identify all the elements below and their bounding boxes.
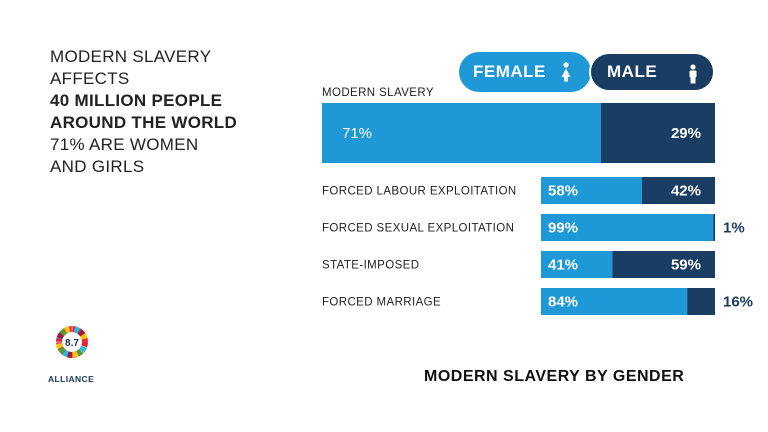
data-label-male: 59% bbox=[671, 257, 701, 274]
chart-title: MODERN SLAVERY BY GENDER bbox=[424, 368, 685, 385]
bar-female bbox=[541, 288, 688, 315]
data-label-female: 58% bbox=[548, 183, 578, 200]
headline-line-1: MODERN SLAVERY bbox=[50, 47, 212, 66]
category-label: FORCED MARRIAGE bbox=[322, 297, 441, 309]
data-label-female: 71% bbox=[342, 125, 372, 142]
bar-male bbox=[687, 288, 715, 315]
bar-male bbox=[601, 103, 715, 163]
logo-text: ALLIANCE bbox=[48, 374, 95, 384]
legend-male: MALE bbox=[589, 52, 715, 92]
headline-line-5: 71% ARE WOMEN bbox=[50, 135, 199, 154]
headline-line-2: AFFECTS bbox=[50, 69, 130, 88]
category-label: STATE-IMPOSED bbox=[322, 260, 419, 272]
data-label-female: 99% bbox=[548, 220, 578, 237]
headline-line-3: 40 MILLION PEOPLE bbox=[50, 91, 223, 110]
headline-line-6: AND GIRLS bbox=[50, 157, 145, 176]
bar-female bbox=[541, 214, 714, 241]
logo-number: 8.7 bbox=[65, 338, 79, 349]
data-label-female: 41% bbox=[548, 257, 578, 274]
bar-female bbox=[541, 251, 613, 278]
category-label: FORCED LABOUR EXPLOITATION bbox=[322, 186, 517, 198]
male-person-icon bbox=[688, 64, 698, 89]
legend-female-label: FEMALE bbox=[473, 62, 546, 81]
data-label-male: 1% bbox=[723, 220, 745, 237]
sdg-wheel-icon bbox=[56, 326, 88, 358]
female-person-icon bbox=[560, 62, 572, 87]
headline-line-4: AROUND THE WORLD bbox=[50, 113, 238, 132]
legend-female: FEMALE bbox=[459, 52, 591, 92]
data-label-male: 29% bbox=[671, 125, 701, 142]
bar-female bbox=[322, 103, 602, 163]
data-label-female: 84% bbox=[548, 294, 578, 311]
category-label: FORCED SEXUAL EXPLOITATION bbox=[322, 223, 514, 235]
data-label-male: 42% bbox=[671, 183, 701, 200]
alliance-logo: 8.7 ALLIANCE bbox=[48, 326, 104, 386]
bar-male bbox=[641, 177, 715, 204]
bar-male bbox=[612, 251, 715, 278]
headline: MODERN SLAVERY AFFECTS 40 MILLION PEOPLE… bbox=[50, 46, 290, 178]
category-label: MODERN SLAVERY bbox=[322, 87, 434, 99]
data-label-male: 16% bbox=[723, 294, 753, 311]
bar-male bbox=[713, 214, 715, 241]
bar-female bbox=[541, 177, 642, 204]
legend-male-label: MALE bbox=[607, 62, 658, 81]
